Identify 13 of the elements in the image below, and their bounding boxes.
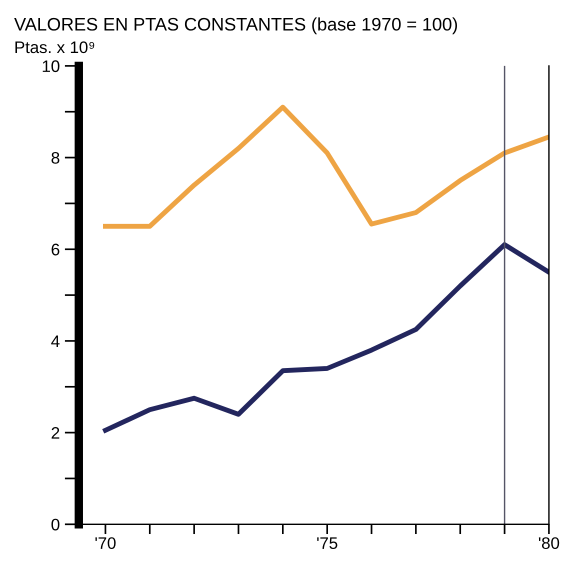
y-tick-label: 8 bbox=[52, 152, 60, 164]
line-series bbox=[103, 242, 549, 433]
y-tick-label: 2 bbox=[52, 427, 60, 439]
x-tick-label: '70 bbox=[95, 537, 116, 550]
y-axis-title: Ptas. x 10⁹ bbox=[15, 41, 94, 54]
y-tick-label: 10 bbox=[42, 60, 60, 72]
y-tick-label: 0 bbox=[51, 518, 60, 530]
y-tick-label: 4 bbox=[51, 336, 60, 347]
x-tick-label: '80 bbox=[538, 537, 560, 550]
x-tick-label: '75 bbox=[317, 537, 338, 550]
line-series bbox=[103, 104, 549, 229]
y-tick-label: 6 bbox=[52, 244, 60, 256]
chart-title: VALORES EN PTAS CONSTANTES (base 1970 = 100) bbox=[14, 17, 458, 34]
